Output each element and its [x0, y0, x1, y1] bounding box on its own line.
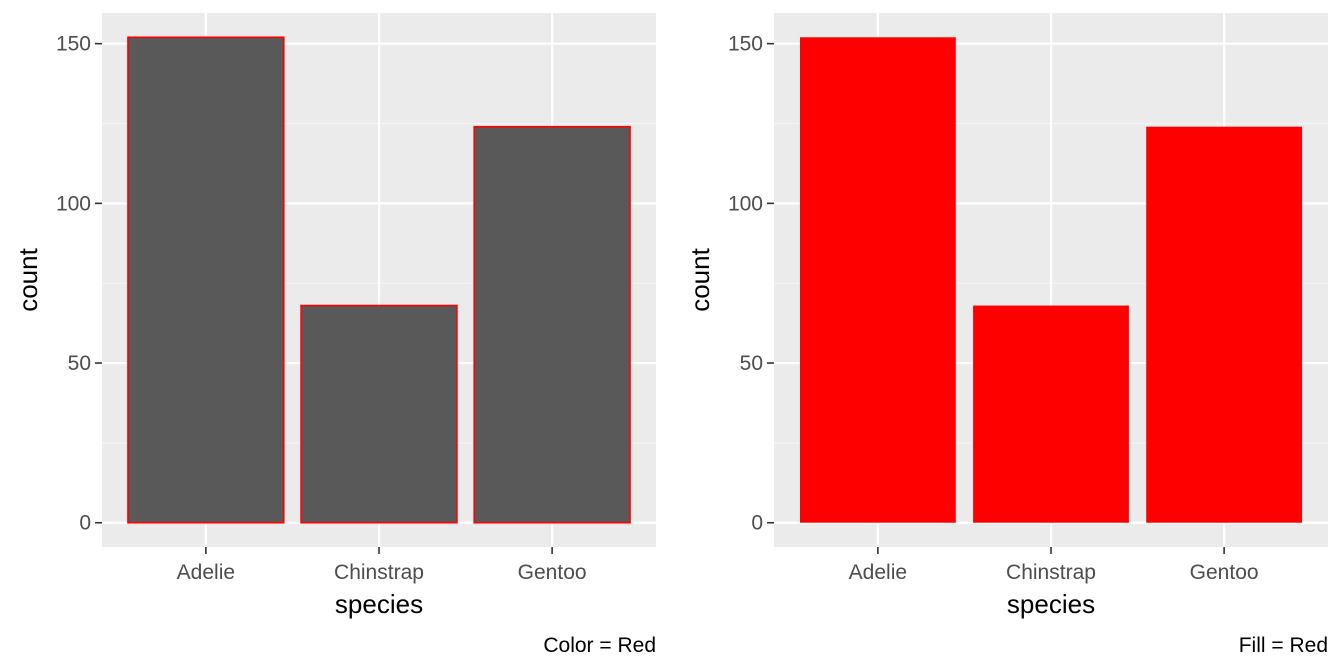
- y-tick-label: 100: [56, 192, 91, 215]
- y-tick-label: 0: [751, 512, 763, 535]
- chart-color-red: 0 50 100 150 Adelie Chinstrap Gentoo species …: [13, 13, 656, 657]
- y-tick-label: 50: [68, 352, 91, 375]
- x-axis-ticks: Adelie Chinstrap Gentoo: [849, 547, 1259, 584]
- plot-caption: Color = Red: [543, 634, 656, 657]
- y-axis-title: count: [13, 247, 43, 311]
- y-tick-label: 50: [740, 352, 763, 375]
- y-tick-label: 100: [728, 192, 763, 215]
- bar-chinstrap: [973, 305, 1129, 523]
- x-axis-ticks: Adelie Chinstrap Gentoo: [177, 547, 587, 584]
- x-tick-label: Chinstrap: [334, 561, 424, 584]
- x-axis-title: species: [335, 589, 423, 619]
- bars: [127, 36, 631, 524]
- bar-gentoo: [1146, 126, 1303, 523]
- x-axis-title: species: [1007, 589, 1095, 619]
- x-tick-label: Adelie: [177, 561, 235, 584]
- y-axis-ticks: 0 50 100 150: [56, 33, 102, 535]
- bar-adelie: [799, 37, 956, 523]
- bar-chinstrap: [300, 304, 458, 524]
- plot-caption: Fill = Red: [1239, 634, 1328, 657]
- chart-fill-red: 0 50 100 150 Adelie Chinstrap Gentoo species …: [672, 0, 1344, 672]
- x-tick-label: Gentoo: [518, 561, 587, 584]
- x-tick-label: Chinstrap: [1006, 561, 1096, 584]
- y-tick-label: 0: [79, 512, 91, 535]
- bar-adelie: [127, 36, 285, 524]
- bars: [799, 37, 1303, 523]
- y-axis-ticks: 0 50 100 150: [728, 33, 774, 535]
- y-axis-title: count: [685, 247, 715, 311]
- y-tick-label: 150: [56, 33, 91, 56]
- x-tick-label: Gentoo: [1190, 561, 1259, 584]
- y-tick-label: 150: [728, 33, 763, 56]
- x-tick-label: Adelie: [849, 561, 907, 584]
- bar-gentoo: [473, 125, 631, 524]
